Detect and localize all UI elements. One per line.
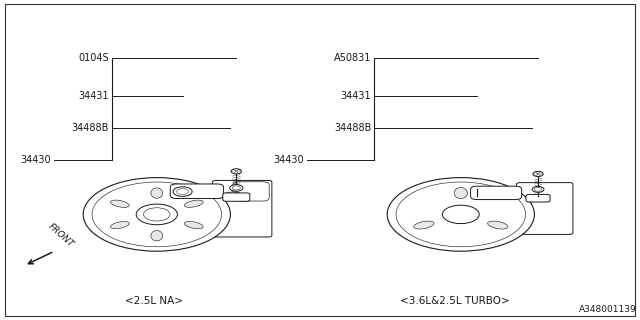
FancyBboxPatch shape xyxy=(233,182,269,201)
FancyBboxPatch shape xyxy=(223,193,250,201)
Circle shape xyxy=(173,187,192,196)
Ellipse shape xyxy=(528,194,547,202)
Text: FRONT: FRONT xyxy=(46,222,75,249)
FancyBboxPatch shape xyxy=(170,184,223,198)
Circle shape xyxy=(387,178,534,251)
Text: 0104S: 0104S xyxy=(78,52,109,63)
Ellipse shape xyxy=(184,221,203,229)
Text: <3.6L&2.5L TURBO>: <3.6L&2.5L TURBO> xyxy=(399,296,509,306)
Text: 34430: 34430 xyxy=(20,155,51,165)
Ellipse shape xyxy=(488,221,508,229)
Text: 34431: 34431 xyxy=(340,91,371,101)
Text: <2.5L NA>: <2.5L NA> xyxy=(125,296,182,306)
Ellipse shape xyxy=(111,221,129,229)
Text: A50831: A50831 xyxy=(334,52,371,63)
Text: A348001139: A348001139 xyxy=(579,305,637,314)
Ellipse shape xyxy=(151,188,163,198)
FancyBboxPatch shape xyxy=(526,195,550,202)
Circle shape xyxy=(231,169,241,174)
Circle shape xyxy=(83,178,230,251)
FancyBboxPatch shape xyxy=(516,183,573,235)
Circle shape xyxy=(143,208,170,221)
Circle shape xyxy=(230,185,243,191)
Text: 34488B: 34488B xyxy=(334,123,371,133)
Ellipse shape xyxy=(454,188,467,199)
FancyBboxPatch shape xyxy=(470,186,522,200)
Ellipse shape xyxy=(413,221,434,229)
Ellipse shape xyxy=(223,192,244,200)
Circle shape xyxy=(442,205,479,224)
Ellipse shape xyxy=(151,231,163,241)
FancyBboxPatch shape xyxy=(212,180,272,237)
Text: 34430: 34430 xyxy=(273,155,304,165)
Circle shape xyxy=(532,187,544,192)
Text: 34431: 34431 xyxy=(78,91,109,101)
Ellipse shape xyxy=(184,200,203,207)
Ellipse shape xyxy=(111,200,129,207)
Circle shape xyxy=(136,204,177,225)
Text: 34488B: 34488B xyxy=(72,123,109,133)
Circle shape xyxy=(533,171,543,177)
